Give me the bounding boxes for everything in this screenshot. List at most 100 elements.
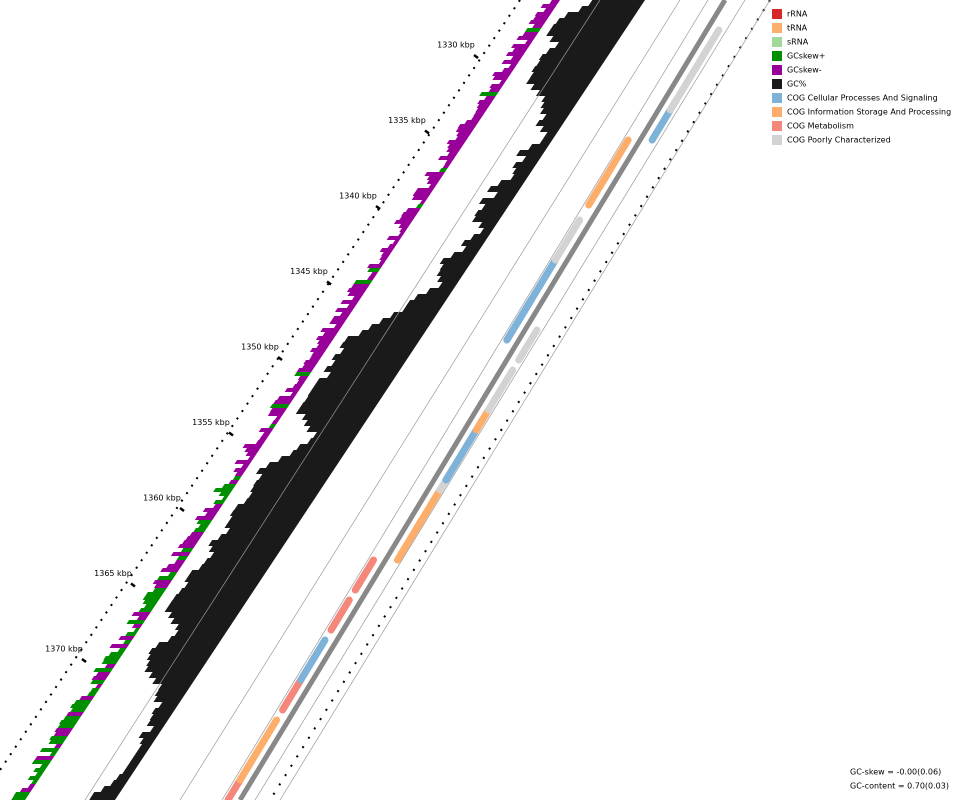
gc-content-bar [164,606,244,612]
gene-feature [685,26,723,84]
gc-skew-bar [258,436,269,440]
gc-content-bar [146,720,168,726]
gc-content-bar [512,168,534,174]
ruler-tick [375,205,381,210]
gc-skew-bar [492,76,510,80]
gc-skew-bar [87,692,98,696]
gc-skew-bar [133,628,141,632]
gc-skew-bar [333,324,344,328]
gc-skew-bar [145,592,165,596]
gc-skew-bar [39,748,60,752]
gc-content-bar [234,504,312,510]
gene-feature [472,406,492,434]
gc-skew-bar [177,544,197,548]
gc-skew-bar [315,336,336,340]
gc-skew-bar [49,736,68,740]
gc-skew-bar [240,464,250,468]
gc-skew-bar [508,64,518,68]
ruler-label: 1355 kbp [192,418,230,427]
gc-content-bar [184,576,264,582]
legend-label: tRNA [787,24,808,33]
gc-content-bar [535,90,586,96]
gc-skew-bar [49,752,58,756]
gc-content-bar [497,180,526,186]
gc-skew-bar [302,364,317,368]
gc-content-bar [438,282,459,288]
gc-skew-bar [267,412,285,416]
gc-content-bar [487,186,522,192]
gc-skew-bar [322,332,338,336]
gc-skew-bar [234,460,253,464]
gc-skew-bar [34,756,55,760]
gc-skew-bar [95,672,111,676]
ruler-tick [424,129,430,135]
gc-skew-bar [524,40,534,44]
gc-skew-bar [196,520,213,524]
gc-skew-bar [118,636,135,640]
gc-skew-bar [269,404,290,408]
gc-content-bar [493,192,518,198]
gc-content-bar [530,84,590,90]
gc-skew-bar [166,564,183,568]
gc-content-bar [426,288,455,294]
gc-skew-bar [316,340,333,344]
gc-skew-bar [386,236,403,240]
gc-content-stat: GC-content = 0.70(0.03) [850,782,949,791]
gc-content-bar [115,774,133,780]
gc-content-bar [379,318,435,324]
gene-feature [224,776,244,800]
gc-content-bar [289,450,347,456]
gc-content-bar [516,150,546,156]
gc-content-bar [144,666,204,672]
gc-content-bar [148,672,200,678]
gc-skew-bar [347,292,365,296]
gc-skew-bar [366,276,376,280]
gc-skew-bar [182,540,199,544]
gc-skew-bar [320,328,341,332]
gc-skew-bar [447,144,464,148]
gc-skew-bar [90,680,106,684]
gc-skew-bar [101,660,119,664]
gc-skew-bar [284,388,301,392]
gc-skew-bar [59,720,79,724]
gc-skew-bar [271,420,280,424]
gc-content-bar [339,342,419,348]
gc-skew-bar [501,60,520,64]
gc-content-bar [462,246,483,252]
gc-skew-bar [457,124,478,128]
legend-label: COG Cellular Processes And Signaling [787,94,938,103]
gc-content-bar [541,96,582,102]
gc-skew-bar [351,296,363,300]
gene-feature [351,556,377,594]
gc-content-bar [510,174,530,180]
gene-feature [666,76,692,114]
gc-skew-bar [198,524,210,528]
track-line [254,0,746,800]
track-line [84,0,601,800]
gc-skew-bar [244,448,261,452]
gc-skew-bar [103,656,122,660]
gc-skew-bar [142,596,162,600]
ruler-tick [130,582,136,588]
gc-skew-bar [393,220,413,224]
gc-skew-bar [540,4,558,8]
gc-skew-bar [11,796,28,800]
legend-swatch [772,121,782,131]
gc-content-bar [549,36,622,42]
gc-skew-bar [35,772,44,776]
gc-skew-bar [532,24,544,28]
gc-skew-bar [213,488,234,492]
ruler-tick [81,658,87,663]
gc-content-bar [154,690,188,696]
legend-swatch [772,37,782,47]
gc-skew-bar [193,528,207,532]
gc-skew-bar [245,452,258,456]
gc-content-bar [158,684,192,690]
gc-skew-bar [143,604,157,608]
gc-content-bar [296,444,351,450]
gc-skew-bar [446,140,467,144]
gc-content-bar [248,492,320,498]
gc-skew-bar [516,36,536,40]
legend-label: COG Poorly Characterized [787,136,891,145]
gc-skew-bar [170,552,191,556]
